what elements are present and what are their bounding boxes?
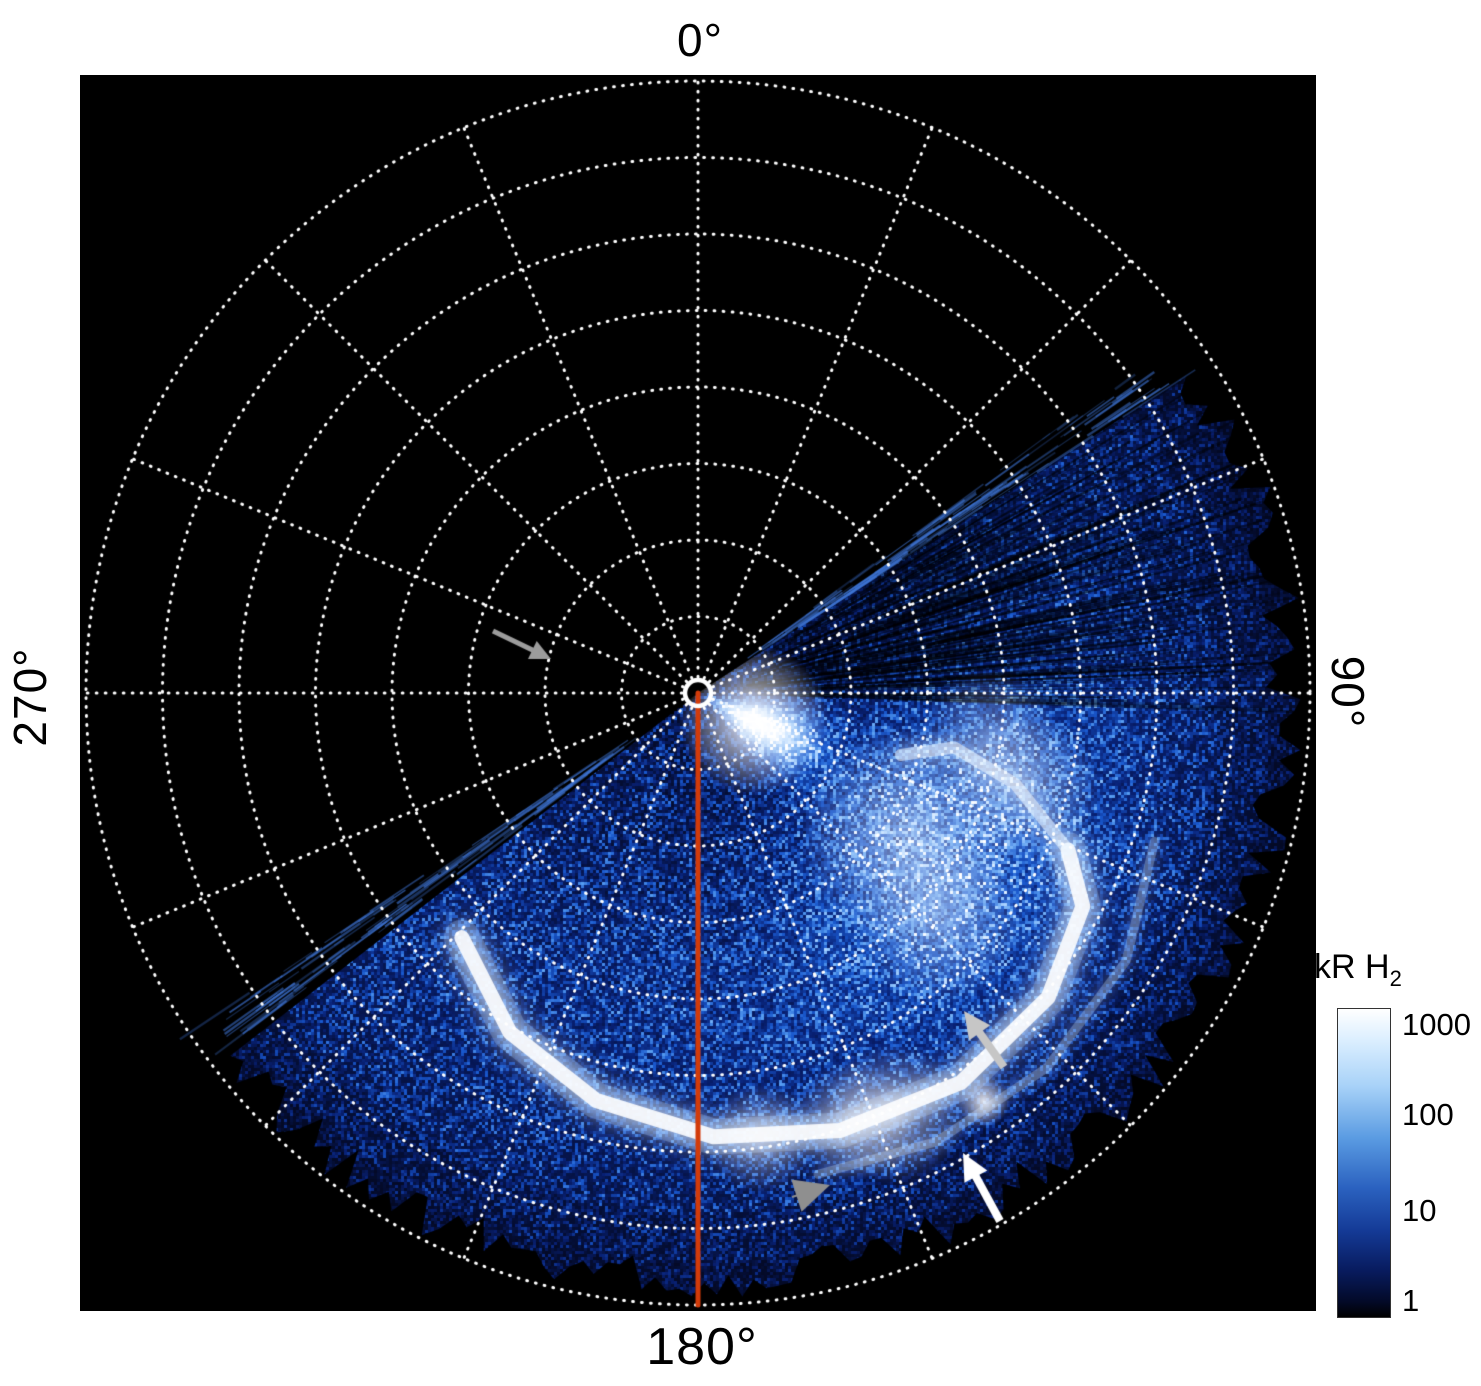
colorbar-tick-label: 1000 <box>1402 1007 1471 1043</box>
figure: 0° 90° 180° 270° kR H2 1000 100 10 1 <box>0 0 1481 1386</box>
aurora-figure-page: { "figure": { "background": "#ffffff", "… <box>0 0 1481 1386</box>
colorbar-tick-label: 10 <box>1402 1193 1436 1229</box>
angle-label-0: 0° <box>677 13 723 67</box>
colorbar-title-text: kR H <box>1314 948 1390 986</box>
angle-label-90: 90° <box>1321 656 1375 729</box>
colorbar-tick-label: 1 <box>1402 1283 1419 1319</box>
colorbar-title-subscript: 2 <box>1390 966 1402 991</box>
colorbar-gradient <box>1337 1008 1391 1318</box>
colorbar-title: kR H2 <box>1314 948 1402 992</box>
angle-label-180: 180° <box>646 1317 758 1377</box>
polar-aurora-plot <box>80 75 1316 1311</box>
angle-label-270: 270° <box>3 647 57 746</box>
colorbar-tick-label: 100 <box>1402 1097 1454 1133</box>
